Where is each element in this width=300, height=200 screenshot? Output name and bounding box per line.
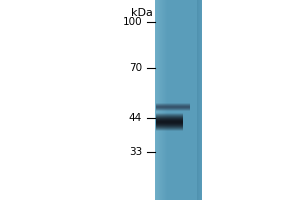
- Bar: [156, 117, 183, 118]
- Bar: [156, 107, 190, 108]
- Bar: [165, 0, 166, 200]
- Text: 70: 70: [129, 63, 142, 73]
- Bar: [156, 128, 183, 129]
- Bar: [156, 121, 183, 122]
- Bar: [164, 0, 165, 200]
- Bar: [156, 104, 190, 105]
- Bar: [156, 119, 183, 120]
- Bar: [156, 106, 190, 107]
- Bar: [156, 0, 157, 200]
- Bar: [166, 0, 167, 200]
- Bar: [156, 126, 183, 127]
- Bar: [163, 0, 164, 200]
- Bar: [155, 0, 202, 200]
- Bar: [156, 114, 183, 115]
- Bar: [156, 124, 183, 125]
- Bar: [156, 122, 183, 123]
- Bar: [156, 110, 190, 111]
- Text: 100: 100: [122, 17, 142, 27]
- Bar: [200, 0, 201, 200]
- Text: kDa: kDa: [131, 8, 153, 18]
- Bar: [156, 103, 190, 104]
- Bar: [156, 109, 190, 110]
- Bar: [156, 127, 183, 128]
- Text: 44: 44: [129, 113, 142, 123]
- Bar: [156, 120, 183, 121]
- Bar: [198, 0, 199, 200]
- Bar: [155, 0, 156, 200]
- Bar: [156, 130, 183, 131]
- Text: 33: 33: [129, 147, 142, 157]
- Bar: [197, 0, 198, 200]
- Bar: [156, 118, 183, 119]
- Bar: [159, 0, 160, 200]
- Bar: [156, 105, 190, 106]
- Bar: [201, 0, 202, 200]
- Bar: [158, 0, 159, 200]
- Bar: [156, 129, 183, 130]
- Bar: [160, 0, 161, 200]
- Bar: [161, 0, 162, 200]
- Bar: [162, 0, 163, 200]
- Bar: [156, 113, 183, 114]
- Bar: [156, 115, 183, 116]
- Bar: [157, 0, 158, 200]
- Bar: [156, 108, 190, 109]
- Bar: [156, 125, 183, 126]
- Bar: [156, 123, 183, 124]
- Bar: [156, 116, 183, 117]
- Bar: [199, 0, 200, 200]
